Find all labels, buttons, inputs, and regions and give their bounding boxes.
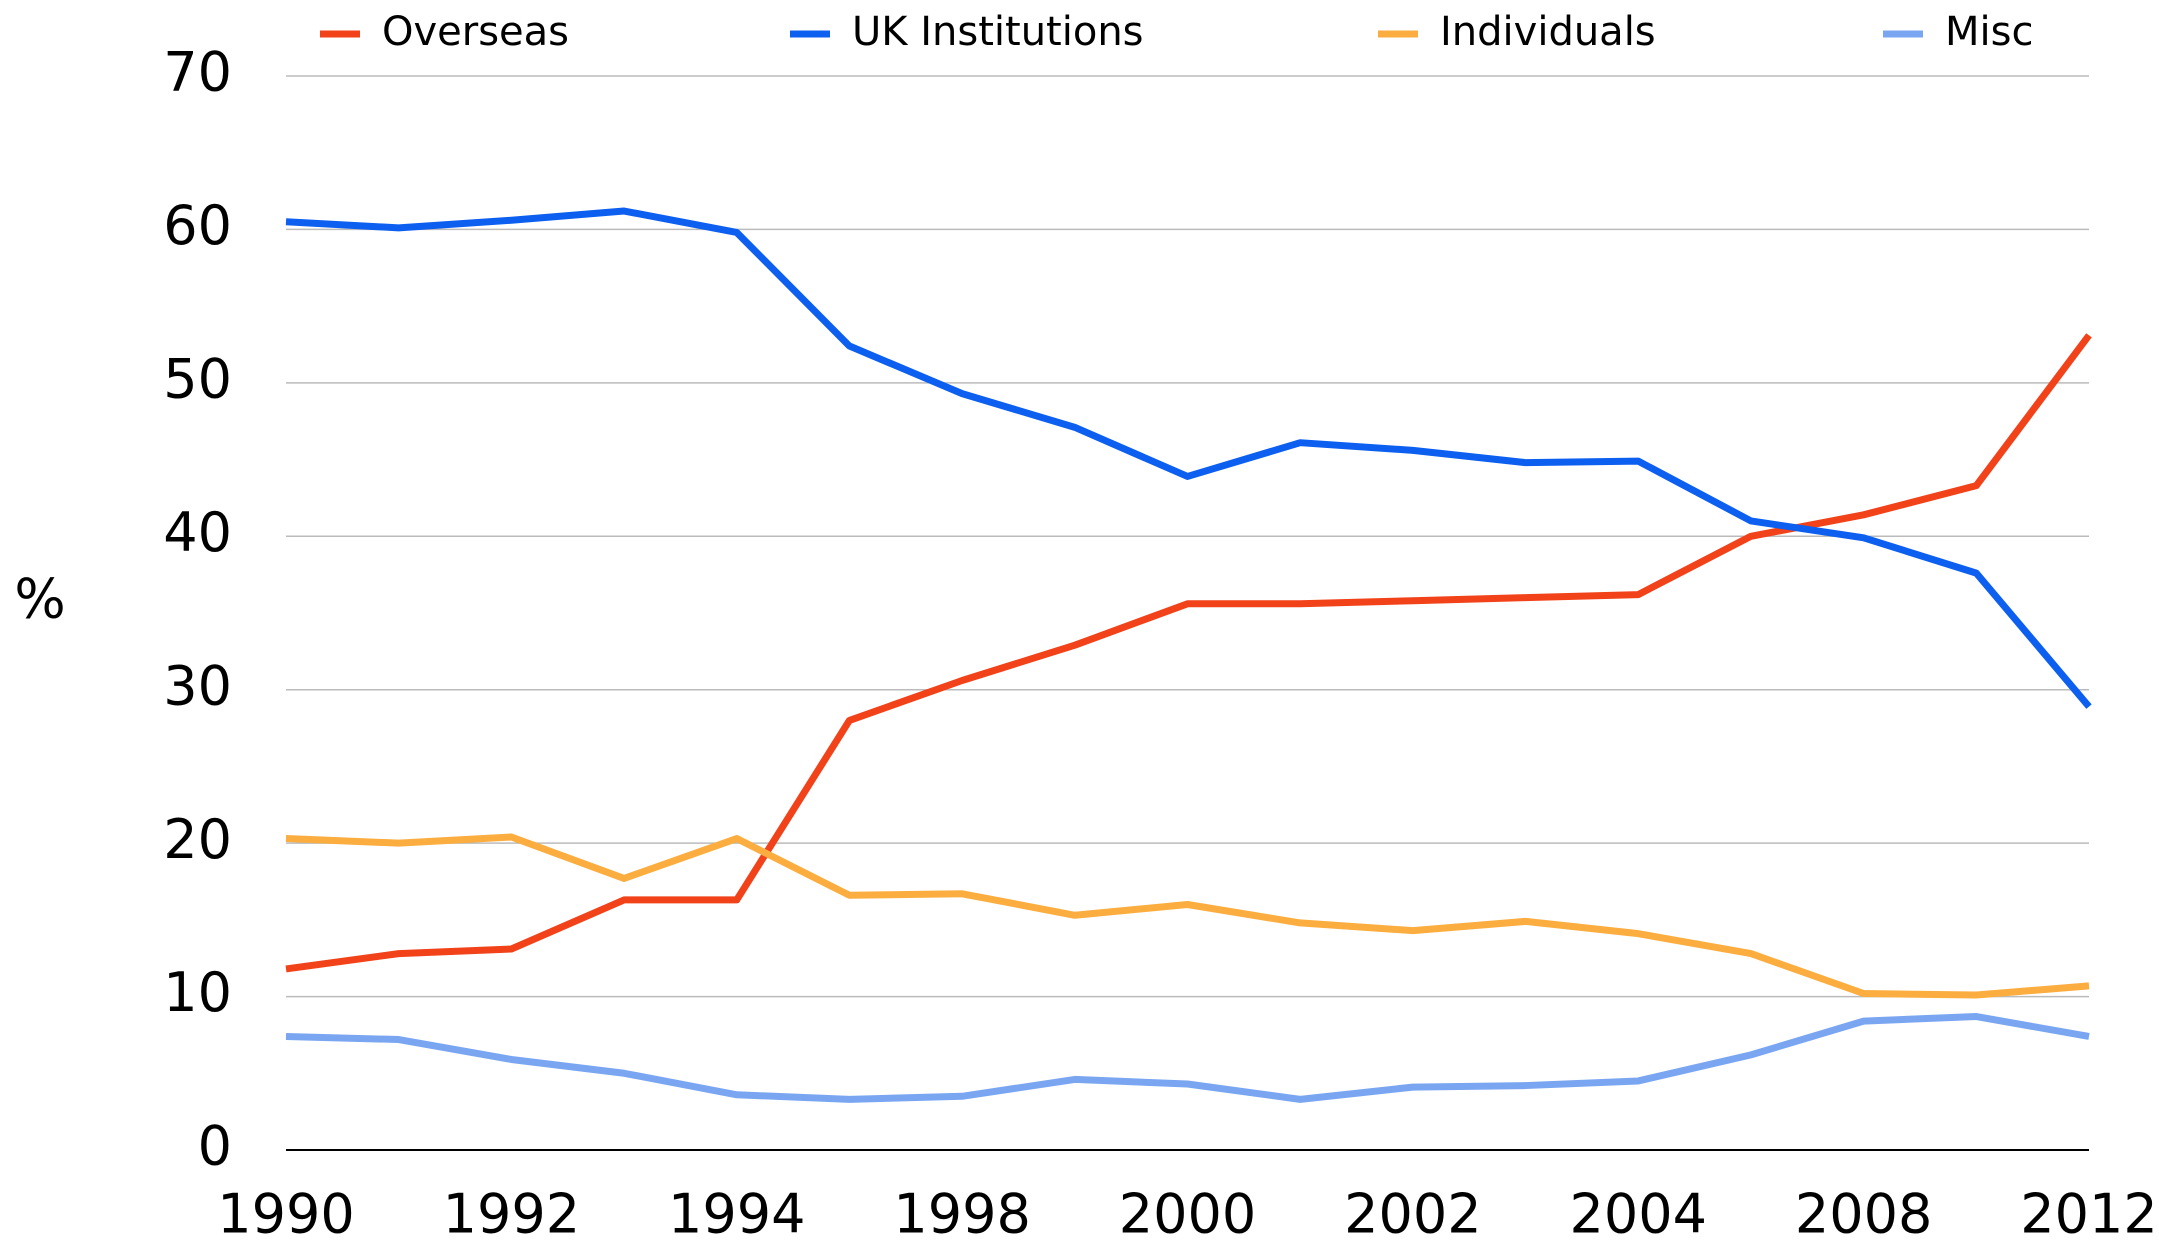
- series-line: [285, 833, 2090, 999]
- y-axis-label: %: [14, 568, 65, 631]
- series-line: [285, 333, 2092, 973]
- x-tick-label: 2004: [1570, 1183, 1707, 1246]
- series-line: [285, 1013, 2090, 1103]
- y-tick-label: 60: [163, 194, 232, 257]
- y-tick-label: 50: [163, 347, 232, 410]
- legend-label: Misc: [1945, 9, 2033, 55]
- y-tick-label: 10: [163, 961, 232, 1024]
- x-tick-label: 2000: [1119, 1183, 1256, 1246]
- x-tick-label: 2008: [1795, 1183, 1932, 1246]
- y-tick-label: 0: [198, 1115, 232, 1178]
- x-tick-label: 1994: [668, 1183, 805, 1246]
- y-tick-label: 70: [163, 41, 232, 104]
- y-tick-label: 30: [163, 654, 232, 717]
- series-line: [285, 207, 2092, 709]
- y-tick-label: 40: [163, 501, 232, 564]
- y-tick-label: 20: [163, 808, 232, 871]
- x-tick-label: 2012: [2020, 1183, 2157, 1246]
- x-tick-label: 1992: [443, 1183, 580, 1246]
- x-tick-label: 1998: [893, 1183, 1030, 1246]
- x-tick-label: 1990: [217, 1183, 354, 1246]
- legend-label: UK Institutions: [852, 9, 1144, 55]
- x-tick-label: 2002: [1344, 1183, 1481, 1246]
- legend-label: Overseas: [382, 9, 569, 55]
- legend-label: Individuals: [1440, 9, 1656, 55]
